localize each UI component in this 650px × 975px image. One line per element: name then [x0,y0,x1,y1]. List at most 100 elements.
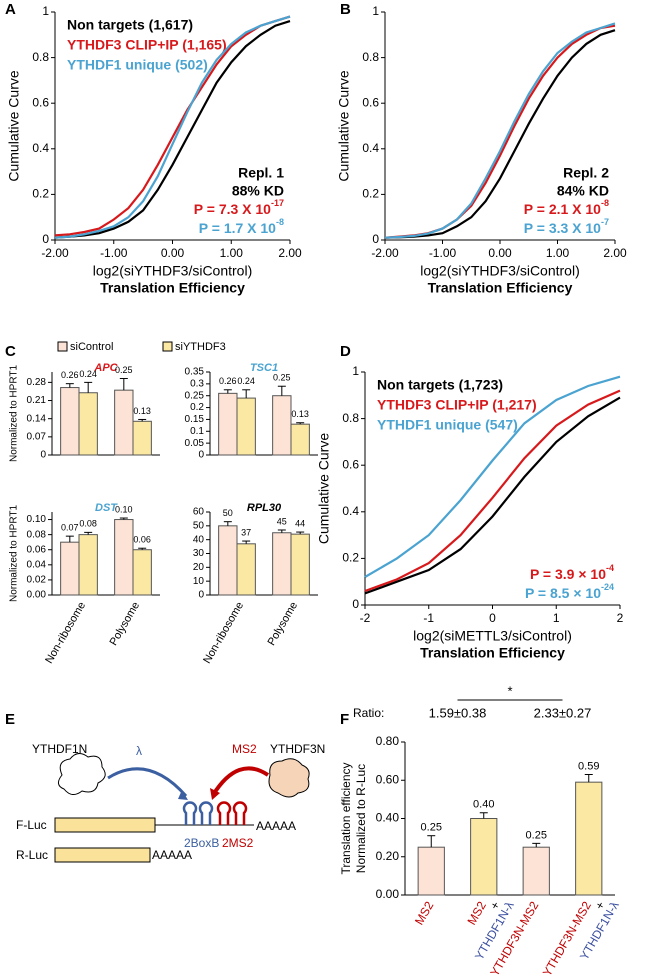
legend-swatch [162,341,173,352]
x-tick-label-part: MS2 [465,899,490,928]
y-tick-label: 0.02 [27,575,47,586]
y-axis-label: Normalized to HPRT1 [9,505,20,603]
p-value-text: P = 1.7 X 10 [199,220,276,236]
p-value-text: P = 7.3 X 10 [194,201,271,217]
x-axis-label: log2(siMETTL3/siControl) [413,628,572,644]
y-tick-label: 0.4 [342,504,359,518]
cdf-line [364,375,621,578]
y-axis-label: Translation efficiency [339,762,353,874]
bar [78,392,98,456]
y-axis-label: Normalized to R-Luc [354,764,368,873]
p-value-exponent: -24 [601,582,614,592]
panel-letter: B [340,1,351,18]
y-tick-label: 0.20 [376,849,400,863]
cdf-line [54,15,291,237]
site-label: 2MS2 [222,836,254,850]
p-value-exponent: -8 [601,198,609,208]
x-axis-label: Translation Efficiency [428,280,573,296]
bar [132,549,152,596]
value-label: 0.24 [237,376,255,386]
y-tick-label: 0 [372,232,379,246]
y-tick-label: 1 [372,4,379,18]
y-tick-label: 0.8 [342,411,359,425]
y-tick-label: 0.6 [342,457,359,471]
reader-blob [268,758,310,798]
legend-entry: YTHDF3 CLIP+IP (1,217) [377,397,537,413]
y-tick-label: 0 [198,590,204,601]
reporter-label: F-Luc [16,818,47,832]
bar [417,846,445,896]
x-tick-label: 1.00 [546,246,570,260]
y-tick-label: 40 [193,534,205,545]
x-tick-label: -1 [423,611,434,625]
p-value-text: P = 3.9 × 10 [530,566,606,582]
p-value: P = 8.5 × 10-24 [525,582,614,600]
legend-entry: siControl [70,341,113,353]
y-tick-label: 0.15 [185,414,205,425]
x-tick-label: 2.00 [278,246,302,260]
y-tick-label: 0.04 [27,559,47,570]
reporter-label: R-Luc [16,848,48,862]
value-label: 37 [241,527,251,537]
y-tick-label: 0.6 [362,95,379,109]
y-tick-label: 0.05 [185,438,205,449]
bar [114,519,134,596]
y-tick-label: 0 [352,597,359,611]
value-label: 0.25 [115,365,133,375]
y-tick-label: 0.4 [32,141,49,155]
y-tick-label: 60 [193,507,205,518]
y-tick-label: 30 [193,548,205,559]
p-value: P = 2.1 X 10-8 [524,198,609,216]
y-tick-label: 0 [40,450,46,461]
x-tick-label-part: MS2 [412,899,437,928]
y-tick-label: 0.06 [27,544,47,555]
p-value: P = 3.3 X 10-7 [524,217,609,235]
value-label: 0.10 [115,504,133,514]
value-label: 45 [277,516,287,526]
x-axis-label: Translation Efficiency [420,645,565,661]
value-label: 0.25 [526,829,547,841]
y-tick-label: 20 [193,562,205,573]
x-axis-label: log2(siYTHDF3/siControl) [420,263,579,279]
y-tick-label: 0.28 [27,377,47,388]
p-value: P = 1.7 X 10-8 [199,217,284,235]
reader-blob [58,753,106,795]
annotation: Repl. 2 [563,165,609,181]
tether-arrow [107,767,188,797]
diagram: E YTHDF1N λ MS2 YTHDF3N F-Luc R-Luc 2Box… [5,711,325,863]
subplot-title: RPL30 [247,502,282,514]
ratio-value: 1.59±0.38 [429,705,487,720]
y-axis-label: Normalized to HPRT1 [9,365,20,463]
y-axis-label: Cumulative Curve [316,433,332,544]
subplot-title: DST [95,502,118,514]
y-tick-label: 0.00 [376,887,400,901]
y-tick-label: 0.80 [376,734,400,748]
bar [218,525,238,596]
x-tick-label: 1.00 [220,246,244,260]
x-tick-label-part: YTHDF3N-MS2 [540,899,594,975]
tether-arrow [211,766,270,797]
bar [60,541,80,596]
bar [132,420,152,456]
tag-label: λ [136,744,142,758]
y-tick-label: 0.10 [27,514,47,525]
bar [218,392,238,456]
y-tick-label: 0.00 [27,590,47,601]
reader-label: YTHDF1N [32,742,87,756]
bar [290,423,310,456]
value-label: 0.08 [79,519,97,529]
annotation: 88% KD [232,183,284,199]
site-label: 2BoxB [184,836,219,850]
p-value-exponent: -17 [271,198,284,208]
legend-entry: siYTHDF3 [175,341,226,353]
x-axis-label: Translation Efficiency [100,280,245,296]
p-value-exponent: -4 [606,563,614,573]
value-label: 0.07 [61,523,79,533]
x-tick-label: 0.00 [161,246,185,260]
y-tick-label: 0.07 [27,431,47,442]
y-tick-label: 0.8 [362,50,379,64]
y-tick-label: 0 [42,232,49,246]
reporter-box [54,817,156,833]
panel-letter: F [340,711,349,728]
